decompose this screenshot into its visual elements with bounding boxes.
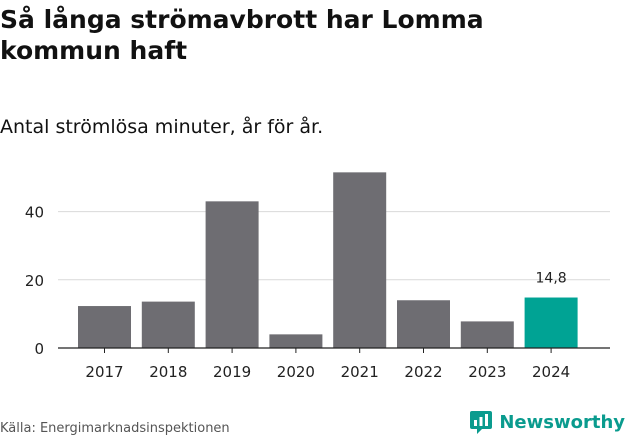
bar-2019 bbox=[205, 201, 259, 348]
y-tick-label: 0 bbox=[34, 340, 44, 358]
chart-subtitle: Antal strömlösa minuter, år för år. bbox=[0, 116, 324, 138]
newsworthy-logo-icon bbox=[470, 411, 493, 434]
bar-2024 bbox=[524, 297, 578, 348]
y-tick-label: 40 bbox=[25, 204, 44, 222]
x-tick-label: 2018 bbox=[149, 363, 187, 381]
bar-2018 bbox=[141, 301, 195, 348]
bar-2021 bbox=[333, 172, 387, 348]
x-tick-label: 2017 bbox=[85, 363, 123, 381]
x-tick-label: 2021 bbox=[341, 363, 379, 381]
bar-2023 bbox=[460, 321, 514, 348]
x-tick-label: 2022 bbox=[404, 363, 442, 381]
y-tick-label: 20 bbox=[25, 272, 44, 290]
bar-2017 bbox=[78, 306, 131, 348]
chart-title: Så långa strömavbrott har Lomma kommun h… bbox=[0, 5, 484, 65]
bar-2022 bbox=[397, 300, 450, 348]
x-tick-label: 2023 bbox=[468, 363, 506, 381]
source-note: Källa: Energimarknadsinspektionen bbox=[0, 421, 230, 436]
brand-name: Newsworthy bbox=[499, 411, 625, 433]
data-label: 14,8 bbox=[536, 271, 567, 287]
x-tick-label: 2024 bbox=[532, 363, 570, 381]
bar-2020 bbox=[269, 334, 323, 348]
x-tick-label: 2020 bbox=[277, 363, 315, 381]
x-tick-label: 2019 bbox=[213, 363, 251, 381]
brand-logo[interactable]: Newsworthy bbox=[469, 407, 625, 437]
